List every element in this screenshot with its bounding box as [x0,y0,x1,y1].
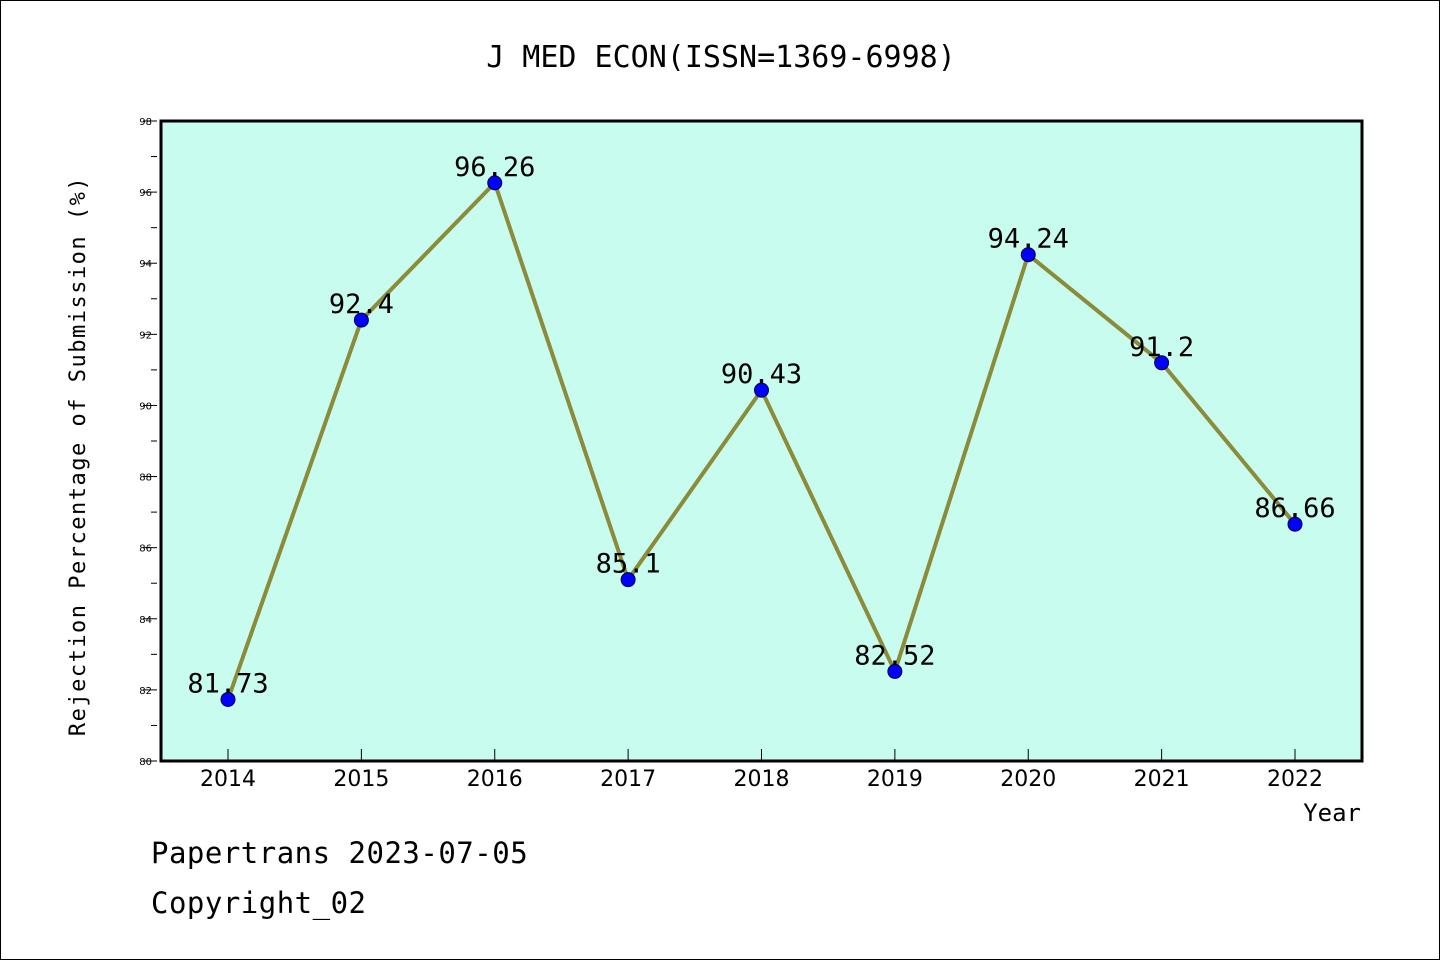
data-point [1287,516,1303,532]
data-point [220,691,236,707]
data-label: 85.1 [596,549,661,580]
data-point [754,382,769,398]
data-label: 90.43 [721,359,802,390]
data-point [353,312,369,328]
x-tick-label: 2020 [1000,767,1056,792]
x-tick-label: 2016 [467,767,523,792]
y-tick-label: 90 [139,401,152,412]
data-label: 91.2 [1129,332,1194,363]
footer-papertrans-date: Papertrans 2023-07-05 [151,836,529,870]
footer-copyright: Copyright_02 [151,886,367,920]
x-tick-label: 2021 [1134,767,1190,792]
data-point [1154,355,1170,371]
y-axis-label: Rejection Percentage of Submission (%) [66,176,91,736]
plot-border [159,119,1364,763]
y-tick-label: 98 [139,117,152,128]
y-tick-label: 96 [139,188,152,199]
y-tick-label: 86 [139,544,152,555]
data-label: 92.4 [329,289,394,320]
plot-area [161,121,1362,761]
x-tick-label: 2018 [734,767,790,792]
data-point [487,175,503,191]
data-point [1020,247,1036,263]
y-tick-label: 94 [139,259,152,270]
data-point [620,572,636,588]
x-tick-label: 2017 [600,767,656,792]
y-tick-label: 80 [139,757,152,768]
x-axis-label: Year [1303,799,1361,827]
data-label: 94.24 [988,224,1069,255]
data-point [887,663,903,679]
y-tick-label: 84 [139,615,152,626]
chart-title: J MED ECON(ISSN=1369-6998) [486,40,956,75]
x-tick-label: 2015 [333,767,389,792]
x-tick-label: 2019 [867,767,923,792]
data-label: 96.26 [454,152,535,183]
y-tick-label: 82 [139,686,152,697]
y-tick-label: 88 [139,473,152,484]
data-label: 81.73 [187,668,268,699]
x-tick-label: 2022 [1267,767,1323,792]
data-label: 86.66 [1254,493,1335,524]
y-tick-label: 92 [139,330,152,341]
x-tick-label: 2014 [200,767,256,792]
data-label: 82.52 [854,640,935,671]
